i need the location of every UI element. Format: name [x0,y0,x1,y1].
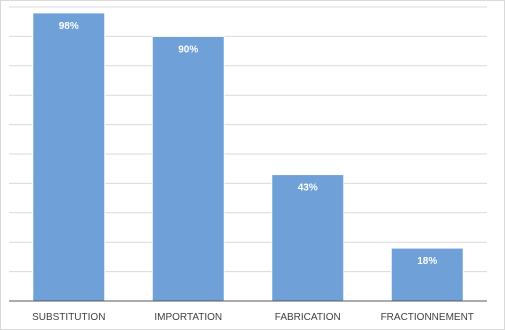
value-label-fractionnement: 18% [417,256,437,267]
category-label-substitution: SUBSTITUTION [32,312,105,323]
value-label-fabrication: 43% [298,183,318,194]
value-labels: 98% 90% 43% 18% [59,21,438,267]
bar-fabrication [271,174,345,302]
value-label-importation: 90% [178,44,198,55]
category-label-fractionnement: FRACTIONNEMENT [381,312,474,323]
bar-importation [151,35,225,302]
bar-substitution [32,12,106,302]
category-label-fabrication: FABRICATION [275,312,341,323]
bars [32,12,464,302]
category-labels: SUBSTITUTION IMPORTATION FABRICATION FRACTI… [32,312,474,323]
value-label-substitution: 98% [59,21,79,32]
category-label-importation: IMPORTATION [154,312,222,323]
bar-fractionnement [390,247,464,302]
